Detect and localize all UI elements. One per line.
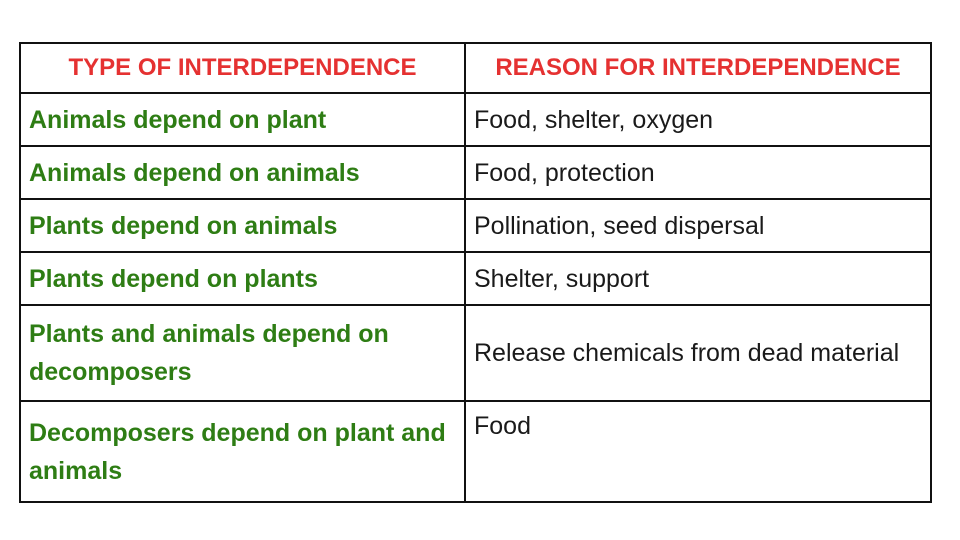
table-row: Decomposers depend on plant and animals … bbox=[19, 400, 932, 503]
cell-reason: Release chemicals from dead material bbox=[464, 304, 932, 402]
interdependence-table: TYPE OF INTERDEPENDENCE REASON FOR INTER… bbox=[19, 42, 932, 503]
cell-reason: Shelter, support bbox=[464, 251, 932, 306]
table-row: Animals depend on animals Food, protecti… bbox=[19, 145, 932, 200]
header-type: TYPE OF INTERDEPENDENCE bbox=[19, 42, 466, 94]
table-row: Plants depend on plants Shelter, support bbox=[19, 251, 932, 306]
cell-type: Animals depend on plant bbox=[19, 92, 466, 147]
cell-type: Plants depend on plants bbox=[19, 251, 466, 306]
cell-reason: Food, shelter, oxygen bbox=[464, 92, 932, 147]
cell-type: Animals depend on animals bbox=[19, 145, 466, 200]
cell-type: Decomposers depend on plant and animals bbox=[19, 400, 466, 503]
table-row: Plants depend on animals Pollination, se… bbox=[19, 198, 932, 253]
cell-reason: Pollination, seed dispersal bbox=[464, 198, 932, 253]
table-row: Plants and animals depend on decomposers… bbox=[19, 304, 932, 402]
table-row: Animals depend on plant Food, shelter, o… bbox=[19, 92, 932, 147]
cell-type: Plants and animals depend on decomposers bbox=[19, 304, 466, 402]
table-header-row: TYPE OF INTERDEPENDENCE REASON FOR INTER… bbox=[19, 42, 932, 94]
header-reason: REASON FOR INTERDEPENDENCE bbox=[464, 42, 932, 94]
cell-reason: Food bbox=[464, 400, 932, 503]
cell-reason: Food, protection bbox=[464, 145, 932, 200]
cell-type: Plants depend on animals bbox=[19, 198, 466, 253]
